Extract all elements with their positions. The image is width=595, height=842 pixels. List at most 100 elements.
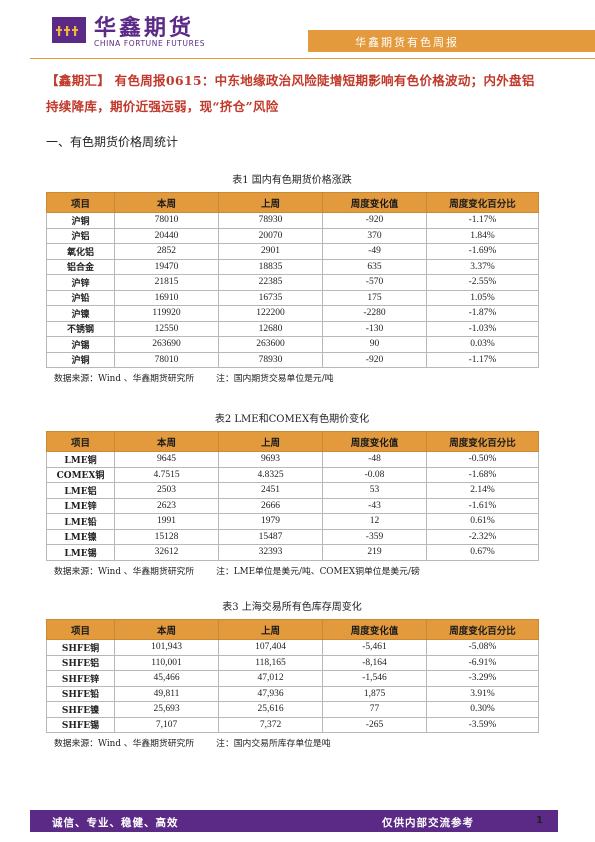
logo-chinese-name: 华鑫期货: [94, 16, 195, 41]
table-row: 沪铝 20440 20070 370 1.84%: [46, 227, 539, 244]
column-header: 周度变化百分比: [426, 192, 539, 213]
table-cell: 119920: [114, 305, 219, 322]
table-cell: 47,012: [218, 670, 323, 687]
table-body: LME铜 9645 9693 -48 -0.50% COMEX铜 4.7515 4.8325-…: [46, 451, 539, 561]
table-cell: 4.8325: [218, 466, 323, 483]
table-cell: 0.30%: [426, 701, 539, 718]
table-cell: 3.37%: [426, 258, 539, 275]
row-label: LME镍: [46, 528, 115, 545]
table-cell: 78010: [114, 212, 219, 229]
footer-disclaimer: 仅供内部交流参考: [382, 817, 474, 829]
column-header: 周度变化值: [322, 192, 427, 213]
table-cell: -2.55%: [426, 274, 539, 291]
row-label: SHFE铝: [46, 654, 115, 671]
footer-band: 诚信、专业、稳健、高效 仅供内部交流参考: [30, 810, 558, 832]
table-cell: -5,461: [322, 639, 427, 656]
table-cell: 263690: [114, 336, 219, 353]
column-header: 本周: [114, 192, 219, 213]
table-cell: -920: [322, 212, 427, 229]
report-title: 【鑫期汇】 有色周报0615：中东地缘政治风险陡增短期影响有色价格波动；内外盘铝…: [46, 73, 535, 114]
table-header-row: 项目 本周 上周 周度变化值 周度变化百分比: [46, 431, 539, 452]
table-cell: 12: [322, 513, 427, 530]
column-header: 本周: [114, 619, 219, 640]
column-header: 上周: [218, 619, 323, 640]
table-cell: -3.29%: [426, 670, 539, 687]
table-source-note: 数据来源：Wind 、华鑫期货研究所 注：LME单位是美元/吨、COMEX铜单位是…: [46, 564, 538, 577]
table-cell: 78010: [114, 351, 219, 368]
row-label: 氧化铝: [46, 243, 115, 260]
table-row: 不锈钢 12550 12680 -130 -1.03%: [46, 320, 539, 337]
table-cell: -0.50%: [426, 451, 539, 468]
table-cell: 16735: [218, 289, 323, 306]
table-cell: 25,616: [218, 701, 323, 718]
row-label: LME锌: [46, 497, 115, 514]
table-row: SHFE锌 45,466 47,012 -1,546 -3.29%: [46, 670, 539, 687]
table-row: LME铜 9645 9693 -48 -0.50%: [46, 451, 539, 468]
column-header: 周度变化百分比: [426, 619, 539, 640]
table-cell: 635: [322, 258, 427, 275]
table-cell: -5.08%: [426, 639, 539, 656]
table-cell: 53: [322, 482, 427, 499]
column-header: 周度变化值: [322, 619, 427, 640]
table-cell: -130: [322, 320, 427, 337]
table-header-row: 项目 本周 上周 周度变化值 周度变化百分比: [46, 192, 539, 213]
table-cell: 7,107: [114, 716, 219, 733]
footer-motto: 诚信、专业、稳健、高效: [52, 817, 179, 829]
table-cell: 2.14%: [426, 482, 539, 499]
table-cell: -265: [322, 716, 427, 733]
row-label: LME铅: [46, 513, 115, 530]
table-cell: 2451: [218, 482, 323, 499]
page-number: 1: [536, 815, 543, 826]
table-caption: 表2 LME和COMEX有色期价变化: [214, 414, 370, 425]
table-cell: 2852: [114, 243, 219, 260]
table-cell: -1.61%: [426, 497, 539, 514]
table-row: 沪铜 78010 78930 -920 -1.17%: [46, 351, 539, 368]
row-label: 沪锡: [46, 336, 115, 353]
domestic-price-table: 项目 本周 上周 周度变化值 周度变化百分比 沪铜 78010 78930 -920 -1.17…: [46, 192, 539, 368]
table-row: SHFE铜 101,943 107,404 -5,461 -5.08%: [46, 639, 539, 656]
table-cell: -1.69%: [426, 243, 539, 260]
table-cell: 118,165: [218, 654, 323, 671]
table-cell: 78930: [218, 212, 323, 229]
table-cell: 110,001: [114, 654, 219, 671]
table-cell: 19470: [114, 258, 219, 275]
table-cell: -1.03%: [426, 320, 539, 337]
column-header: 周度变化百分比: [426, 431, 539, 452]
column-header: 项目: [46, 619, 115, 640]
table-row: 氧化铝 2852 2901 -49 -1.69%: [46, 243, 539, 260]
table-source-note: 数据来源：Wind 、华鑫期货研究所 注：国内交易所库存单位是吨: [46, 736, 538, 749]
table-cell: 1.05%: [426, 289, 539, 306]
table-cell: 1991: [114, 513, 219, 530]
table-cell: 15487: [218, 528, 323, 545]
table-caption: 表1 国内有色期货价格涨跌: [232, 175, 352, 186]
row-label: LME锡: [46, 544, 115, 561]
table-cell: 12550: [114, 320, 219, 337]
row-label: 铝合金: [46, 258, 115, 275]
table-cell: 32393: [218, 544, 323, 561]
table-cell: -6.91%: [426, 654, 539, 671]
table-cell: 0.03%: [426, 336, 539, 353]
table-cell: 0.61%: [426, 513, 539, 530]
table-cell: -920: [322, 351, 427, 368]
company-logo-icon: [52, 17, 86, 43]
table-body: 沪铜 78010 78930 -920 -1.17% 沪铝 20440 20070 370 1.8…: [46, 212, 539, 368]
table-row: LME铝 2503 2451 53 2.14%: [46, 482, 539, 499]
table-row: 沪锡 263690 263600 90 0.03%: [46, 336, 539, 353]
column-header: 周度变化值: [322, 431, 427, 452]
column-header: 项目: [46, 431, 115, 452]
table-cell: -49: [322, 243, 427, 260]
table-cell: 49,811: [114, 685, 219, 702]
table-cell: 9645: [114, 451, 219, 468]
table-cell: 0.67%: [426, 544, 539, 561]
unit-note: 注：LME单位是美元/吨、COMEX铜单位是美元/磅: [216, 566, 420, 577]
table-row: SHFE铝 110,001 118,165 -8,164 -6.91%: [46, 654, 539, 671]
table-block-3: 表3 上海交易所有色库存周变化 项目 本周 上周 周度变化值 周度变化百分比 SHFE铜…: [46, 601, 539, 749]
row-label: 沪铜: [46, 212, 115, 229]
table-row: LME铅 1991 1979 12 0.61%: [46, 513, 539, 530]
row-label: SHFE镍: [46, 701, 115, 718]
table-cell: -2280: [322, 305, 427, 322]
table-cell: 9693: [218, 451, 323, 468]
table-cell: 32612: [114, 544, 219, 561]
table-row: 铝合金 19470 18835 635 3.37%: [46, 258, 539, 275]
table-cell: -570: [322, 274, 427, 291]
